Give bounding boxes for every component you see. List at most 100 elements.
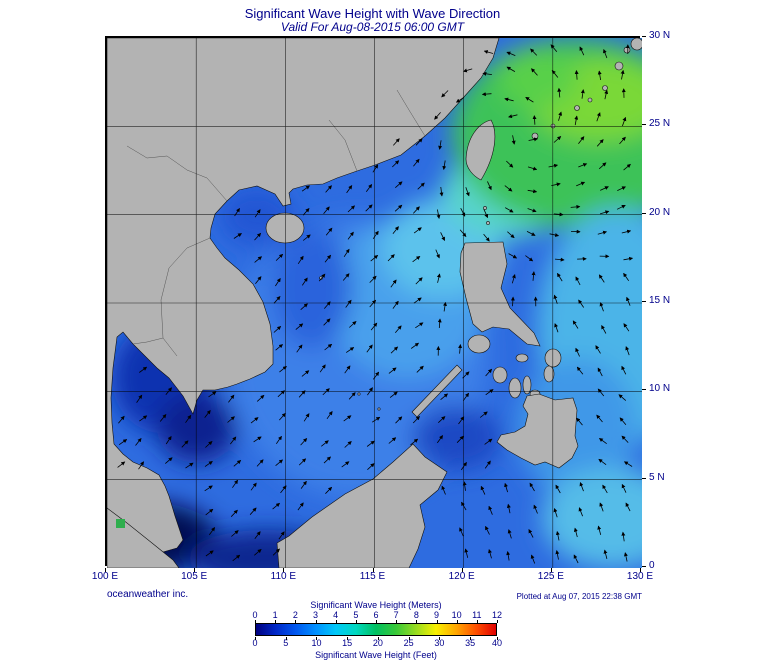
feet-tick-mark bbox=[316, 637, 318, 640]
wave-arrow bbox=[181, 440, 189, 448]
wave-arrow bbox=[617, 186, 627, 191]
lat-tick bbox=[642, 212, 646, 214]
wave-arrow bbox=[600, 186, 609, 191]
wave-arrow bbox=[232, 479, 238, 488]
lon-tick bbox=[194, 568, 196, 572]
wave-arrow bbox=[443, 301, 447, 312]
wave-arrow bbox=[527, 189, 538, 194]
wave-arrow bbox=[619, 417, 627, 426]
wave-arrow bbox=[436, 435, 443, 444]
wave-arrow bbox=[139, 366, 148, 373]
legend-meters-ticks: 0 1 2 3 4 5 6 7 8 9 10 11 12 bbox=[252, 610, 502, 620]
land-ryukyu-island bbox=[614, 61, 624, 71]
wave-arrow bbox=[442, 160, 447, 171]
wave-arrow bbox=[344, 365, 351, 374]
wave-arrow bbox=[301, 277, 308, 286]
wave-arrow bbox=[553, 294, 558, 304]
wave-arrow bbox=[459, 229, 467, 238]
wave-arrow bbox=[204, 461, 213, 467]
wave-arrow bbox=[323, 301, 331, 309]
legend-feet-ticks: 0 5 10 15 20 25 30 35 40 bbox=[252, 638, 502, 648]
wave-arrow bbox=[602, 484, 608, 494]
wave-arrow bbox=[507, 231, 515, 239]
wave-arrow bbox=[347, 205, 355, 213]
lat-tick bbox=[642, 389, 646, 391]
wave-arrow bbox=[618, 394, 627, 401]
wave-arrow bbox=[461, 501, 467, 511]
wave-arrow bbox=[488, 505, 493, 515]
wave-arrow bbox=[343, 415, 352, 422]
wave-arrow bbox=[599, 502, 604, 512]
meters-tick-label: 1 bbox=[272, 610, 278, 620]
wave-arrow bbox=[620, 69, 625, 80]
wave-arrow bbox=[578, 299, 585, 308]
wave-arrow bbox=[410, 342, 420, 349]
wave-arrow bbox=[296, 344, 303, 353]
wave-arrow bbox=[550, 44, 558, 52]
wave-arrow bbox=[372, 230, 379, 240]
wave-arrow bbox=[623, 323, 630, 332]
feet-tick-label: 35 bbox=[465, 638, 476, 648]
meters-tick-mark bbox=[315, 620, 317, 623]
wave-arrow bbox=[138, 461, 144, 470]
meters-tick-label: 6 bbox=[373, 610, 379, 620]
meters-tick-label: 2 bbox=[292, 610, 298, 620]
wave-arrow bbox=[254, 548, 262, 556]
wave-arrow bbox=[300, 303, 308, 311]
land-mindoro bbox=[467, 334, 491, 354]
lon-tick bbox=[372, 568, 374, 572]
wave-arrow bbox=[441, 90, 449, 98]
wave-arrow bbox=[417, 182, 425, 190]
wave-arrow bbox=[323, 206, 330, 215]
wave-arrow bbox=[345, 347, 355, 353]
wave-arrow bbox=[598, 162, 607, 170]
lon-axis-label: 130 E bbox=[626, 571, 654, 582]
wave-arrow bbox=[506, 66, 516, 72]
wave-arrow bbox=[484, 460, 491, 469]
wave-arrow bbox=[318, 273, 326, 282]
land-mainland-asia bbox=[107, 38, 500, 554]
wave-arrow bbox=[416, 365, 424, 373]
chart-subtitle: Valid For Aug-08-2015 06:00 GMT bbox=[280, 20, 465, 34]
wave-arrow bbox=[575, 347, 580, 357]
wave-arrow bbox=[273, 296, 281, 304]
land-ryukyu-island bbox=[587, 97, 593, 103]
land-masses bbox=[107, 38, 642, 568]
wave-arrow bbox=[435, 249, 440, 259]
meters-tick-mark bbox=[497, 620, 498, 623]
wave-arrow bbox=[579, 46, 585, 56]
wave-arrow bbox=[438, 416, 446, 423]
wave-arrow bbox=[596, 414, 603, 423]
wave-arrow bbox=[254, 531, 261, 540]
wave-arrow bbox=[256, 394, 265, 402]
wave-arrow bbox=[488, 548, 492, 559]
lon-axis-label: 115 E bbox=[359, 571, 386, 582]
wave-arrow bbox=[412, 255, 421, 263]
lat-axis-label: 15 N bbox=[649, 295, 671, 306]
wave-arrow bbox=[526, 231, 536, 236]
wave-arrow bbox=[531, 271, 536, 281]
wave-arrow bbox=[504, 185, 513, 192]
wave-arrow bbox=[279, 365, 287, 373]
wave-arrow bbox=[510, 296, 515, 307]
land-batanes-island bbox=[483, 206, 487, 210]
wave-arrow bbox=[598, 274, 605, 283]
wave-arrow bbox=[455, 96, 465, 103]
wave-arrow bbox=[434, 112, 441, 120]
wave-arrow bbox=[531, 68, 538, 76]
wave-arrow bbox=[595, 345, 601, 354]
wave-arrow bbox=[458, 344, 463, 354]
lon-axis-label: 125 E bbox=[537, 571, 564, 582]
meters-tick-mark bbox=[295, 620, 297, 623]
wave-arrow bbox=[365, 204, 373, 212]
meters-tick-mark bbox=[476, 620, 478, 623]
wave-arrow bbox=[528, 529, 534, 538]
wave-arrow bbox=[507, 529, 512, 539]
land-masbate bbox=[515, 353, 529, 363]
wave-arrow bbox=[572, 320, 579, 329]
lat-axis-label: 30 N bbox=[649, 30, 671, 41]
wave-arrow bbox=[504, 97, 514, 102]
wave-arrow bbox=[625, 502, 631, 512]
wave-arrow bbox=[300, 480, 307, 489]
wave-arrow bbox=[601, 325, 607, 334]
